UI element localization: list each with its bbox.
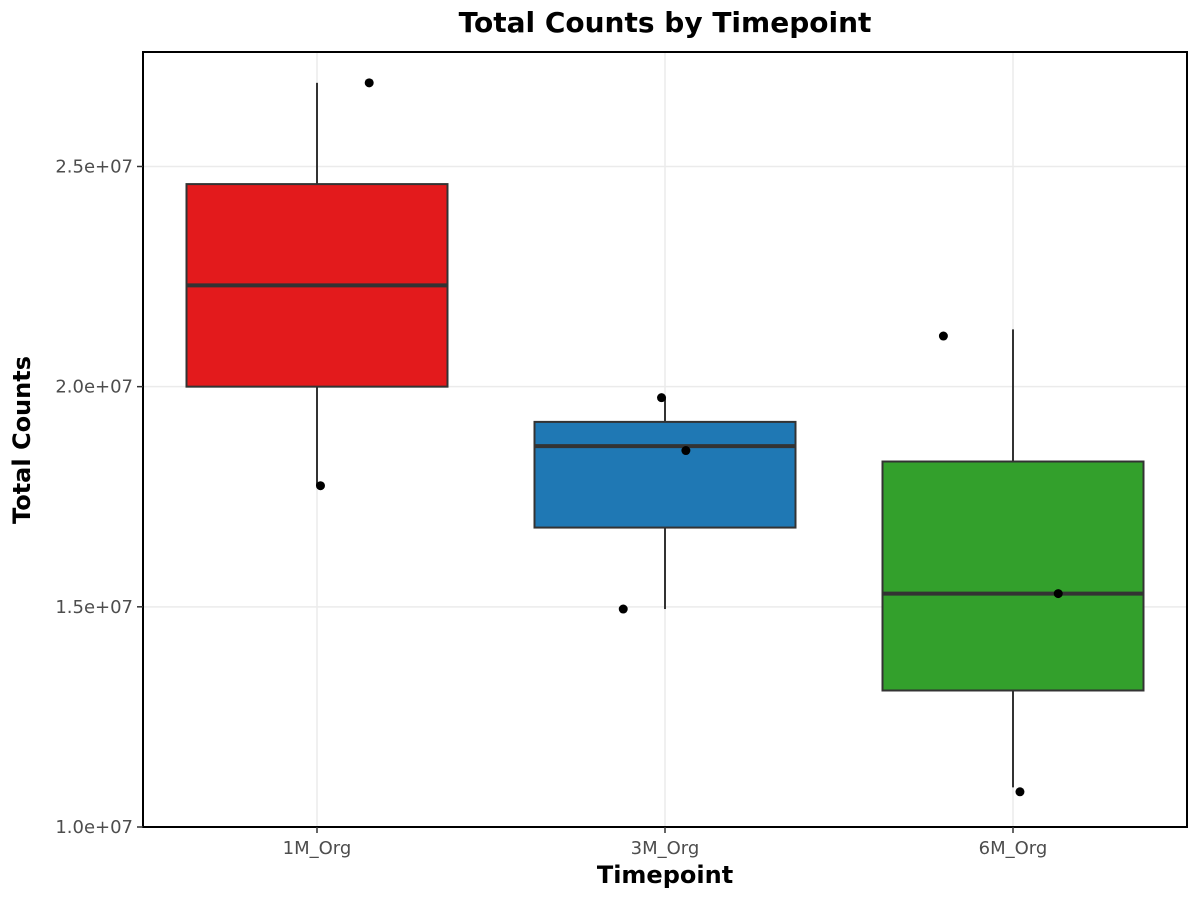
point-layer: [315, 78, 1063, 797]
box-1M_Org: [185, 82, 449, 486]
data-point: [938, 331, 948, 341]
y-axis-ticks: 1.0e+07 1.5e+07 2.0e+07 2.5e+07: [55, 156, 143, 838]
box-3M_Org: [533, 397, 797, 610]
data-point: [681, 446, 691, 456]
x-tick-label: 6M_Org: [979, 838, 1048, 859]
chart-title: Total Counts by Timepoint: [459, 6, 872, 39]
box-layer: [185, 82, 1145, 788]
data-point: [1053, 589, 1063, 599]
x-axis-ticks: 1M_Org 3M_Org 6M_Org: [283, 827, 1048, 859]
data-point: [315, 481, 325, 491]
data-point: [618, 604, 628, 614]
box-body: [533, 420, 797, 529]
data-point: [1015, 787, 1025, 797]
box-6M_Org: [881, 329, 1145, 788]
x-tick-label: 1M_Org: [283, 838, 352, 859]
data-point: [657, 393, 667, 403]
y-tick-label: 2.0e+07: [55, 377, 133, 398]
y-tick-label: 1.0e+07: [55, 817, 133, 838]
x-tick-label: 3M_Org: [631, 838, 700, 859]
y-tick-label: 1.5e+07: [55, 597, 133, 618]
data-point: [364, 78, 374, 88]
x-axis-title: Timepoint: [597, 861, 733, 889]
y-axis-title: Total Counts: [8, 356, 36, 524]
y-tick-label: 2.5e+07: [55, 156, 133, 177]
box-body: [881, 460, 1145, 692]
